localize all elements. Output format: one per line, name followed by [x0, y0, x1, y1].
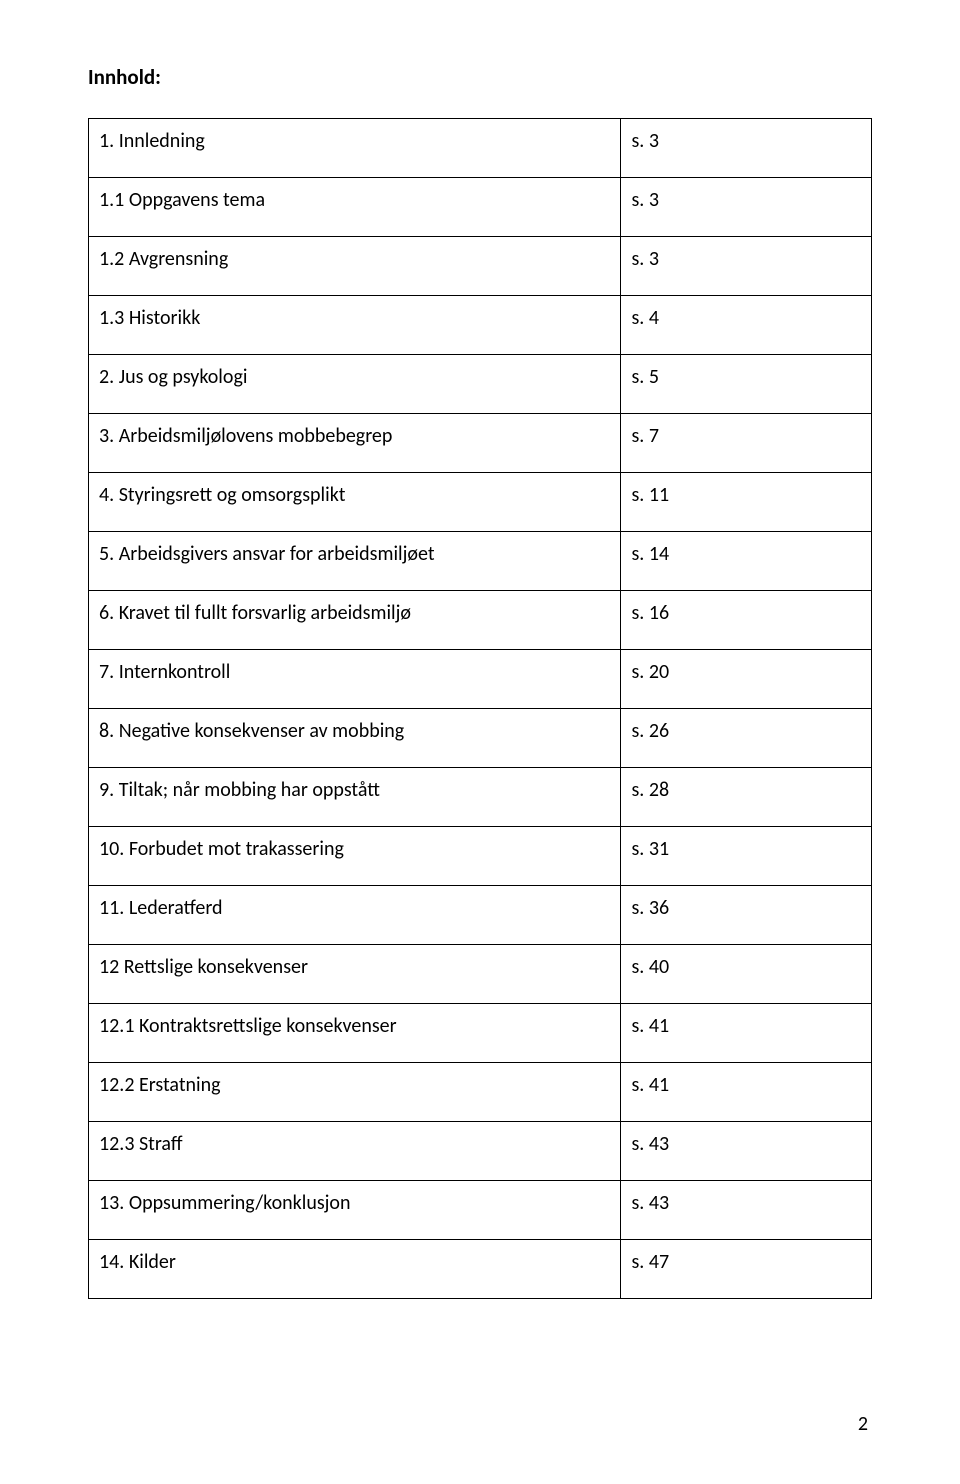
- toc-entry-page: s. 26: [621, 709, 872, 768]
- toc-entry-page: s. 36: [621, 886, 872, 945]
- toc-entry-page: s. 16: [621, 591, 872, 650]
- table-row: 1.3 Historikks. 4: [89, 296, 872, 355]
- toc-entry-page: s. 41: [621, 1063, 872, 1122]
- toc-entry-page: s. 5: [621, 355, 872, 414]
- toc-entry-label: 14. Kilder: [89, 1240, 621, 1299]
- toc-entry-page: s. 28: [621, 768, 872, 827]
- table-row: 14. Kilders. 47: [89, 1240, 872, 1299]
- table-row: 13. Oppsummering/konklusjons. 43: [89, 1181, 872, 1240]
- toc-entry-page: s. 7: [621, 414, 872, 473]
- toc-entry-page: s. 31: [621, 827, 872, 886]
- table-row: 11. Lederatferds. 36: [89, 886, 872, 945]
- toc-heading: Innhold:: [88, 64, 872, 90]
- table-row: 3. Arbeidsmiljølovens mobbebegreps. 7: [89, 414, 872, 473]
- toc-entry-page: s. 43: [621, 1122, 872, 1181]
- table-row: 7. Internkontrolls. 20: [89, 650, 872, 709]
- toc-entry-label: 12.2 Erstatning: [89, 1063, 621, 1122]
- toc-table: 1. Innlednings. 31.1 Oppgavens temas. 31…: [88, 118, 872, 1299]
- toc-entry-page: s. 20: [621, 650, 872, 709]
- toc-entry-label: 5. Arbeidsgivers ansvar for arbeidsmiljø…: [89, 532, 621, 591]
- toc-entry-label: 6. Kravet til fullt forsvarlig arbeidsmi…: [89, 591, 621, 650]
- toc-entry-label: 11. Lederatferd: [89, 886, 621, 945]
- toc-entry-label: 13. Oppsummering/konklusjon: [89, 1181, 621, 1240]
- toc-entry-page: s. 14: [621, 532, 872, 591]
- table-row: 8. Negative konsekvenser av mobbings. 26: [89, 709, 872, 768]
- toc-entry-label: 1.3 Historikk: [89, 296, 621, 355]
- toc-entry-page: s. 3: [621, 237, 872, 296]
- table-row: 1.1 Oppgavens temas. 3: [89, 178, 872, 237]
- page-number: 2: [858, 1412, 868, 1436]
- toc-entry-label: 8. Negative konsekvenser av mobbing: [89, 709, 621, 768]
- toc-entry-label: 7. Internkontroll: [89, 650, 621, 709]
- table-row: 12 Rettslige konsekvensers. 40: [89, 945, 872, 1004]
- toc-entry-page: s. 43: [621, 1181, 872, 1240]
- toc-entry-page: s. 3: [621, 178, 872, 237]
- toc-entry-label: 1. Innledning: [89, 119, 621, 178]
- table-row: 12.3 Straffs. 43: [89, 1122, 872, 1181]
- table-row: 10. Forbudet mot trakasserings. 31: [89, 827, 872, 886]
- toc-entry-page: s. 40: [621, 945, 872, 1004]
- table-row: 9. Tiltak; når mobbing har oppståtts. 28: [89, 768, 872, 827]
- toc-entry-label: 10. Forbudet mot trakassering: [89, 827, 621, 886]
- toc-entry-label: 1.2 Avgrensning: [89, 237, 621, 296]
- toc-entry-label: 2. Jus og psykologi: [89, 355, 621, 414]
- table-row: 2. Jus og psykologis. 5: [89, 355, 872, 414]
- table-row: 12.1 Kontraktsrettslige konsekvensers. 4…: [89, 1004, 872, 1063]
- table-row: 1. Innlednings. 3: [89, 119, 872, 178]
- table-row: 1.2 Avgrensnings. 3: [89, 237, 872, 296]
- toc-entry-label: 3. Arbeidsmiljølovens mobbebegrep: [89, 414, 621, 473]
- toc-entry-label: 12.1 Kontraktsrettslige konsekvenser: [89, 1004, 621, 1063]
- toc-entry-page: s. 11: [621, 473, 872, 532]
- table-row: 12.2 Erstatnings. 41: [89, 1063, 872, 1122]
- toc-entry-page: s. 4: [621, 296, 872, 355]
- toc-entry-label: 12 Rettslige konsekvenser: [89, 945, 621, 1004]
- toc-entry-page: s. 47: [621, 1240, 872, 1299]
- toc-entry-label: 1.1 Oppgavens tema: [89, 178, 621, 237]
- toc-entry-page: s. 41: [621, 1004, 872, 1063]
- table-row: 4. Styringsrett og omsorgsplikts. 11: [89, 473, 872, 532]
- toc-entry-label: 9. Tiltak; når mobbing har oppstått: [89, 768, 621, 827]
- toc-entry-label: 4. Styringsrett og omsorgsplikt: [89, 473, 621, 532]
- table-row: 6. Kravet til fullt forsvarlig arbeidsmi…: [89, 591, 872, 650]
- table-row: 5. Arbeidsgivers ansvar for arbeidsmiljø…: [89, 532, 872, 591]
- toc-entry-label: 12.3 Straff: [89, 1122, 621, 1181]
- toc-entry-page: s. 3: [621, 119, 872, 178]
